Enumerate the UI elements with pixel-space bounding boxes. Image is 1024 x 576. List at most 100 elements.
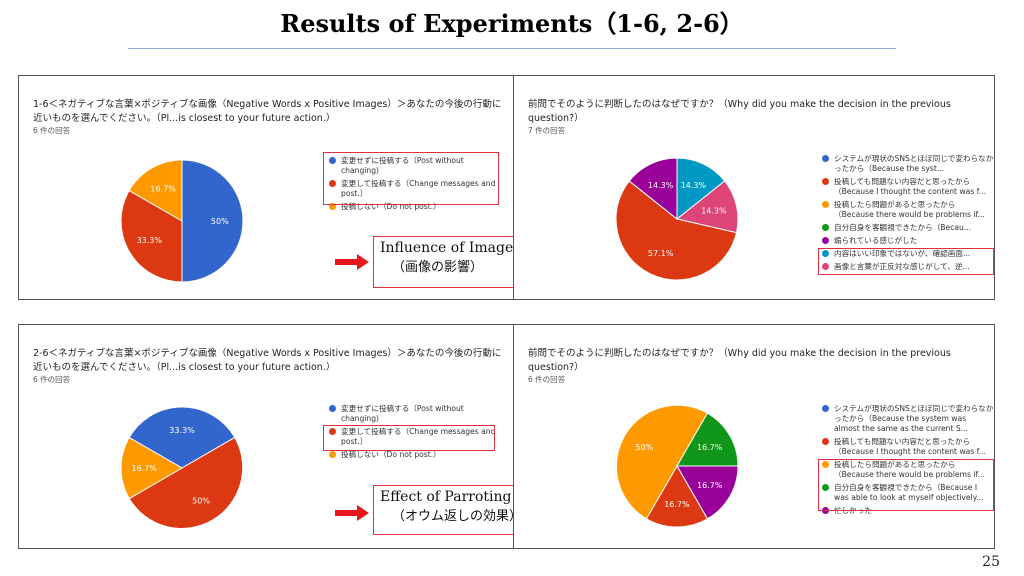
- legend-swatch: [822, 178, 829, 185]
- pie-slice: [128, 436, 244, 529]
- red-arrow-icon: [335, 505, 369, 521]
- pie-slice: [120, 436, 183, 500]
- legend-highlight-box: [323, 152, 499, 205]
- legend-item: 変更せずに投稿する（Post without changing): [329, 156, 499, 176]
- callout-subtitle: （画像の影響）: [392, 260, 484, 275]
- legend-highlight-box: [818, 459, 994, 511]
- legend-label: 画像と言葉が正反対な感じがして、逆...: [834, 262, 970, 271]
- legend-label: 投稿しない（Do not post.）: [341, 450, 441, 459]
- pie-chart: 16.7% 16.7% 50% 16.7%: [615, 404, 739, 528]
- response-count: 6 件の回答: [528, 375, 566, 384]
- legend-label: 投稿したら問題があると思ったから（Because there would be …: [834, 460, 985, 479]
- chart-legend: システムが現状のSNSとほぼ同じで変わらなかったから（Because the s…: [822, 404, 994, 519]
- pie-slice: [615, 180, 738, 281]
- pie-chart: 50% 33.3% 16.7%: [120, 159, 244, 283]
- callout-subtitle: （オウム返しの効果）: [392, 509, 523, 524]
- legend-label: 投稿しても問題ない内容だと思ったから（Because I thought the…: [834, 177, 987, 196]
- legend-swatch: [822, 263, 829, 270]
- legend-highlight-box: [323, 425, 495, 451]
- legend-label: 自分自身を客観視できたから（Because I was able to look…: [834, 483, 984, 502]
- legend-item: 投稿しない（Do not post.）: [329, 202, 499, 212]
- slice-label: 14.3%: [648, 181, 674, 190]
- legend-item: システムが現状のSNSとほぼ同じで変わらなかったから（Because the s…: [822, 404, 994, 434]
- legend-item: 自分自身を客観視できたから（Because I was able to look…: [822, 483, 994, 503]
- pie-slice: [628, 157, 678, 221]
- legend-item: 投稿しても問題ない内容だと思ったから（Because I thought the…: [822, 437, 994, 457]
- legend-item: 変更して投稿する（Change messages and post.）: [329, 427, 499, 447]
- legend-swatch: [329, 203, 336, 210]
- legend-label: 投稿しない（Do not post.）: [341, 202, 441, 211]
- slide-title: Results of Experiments（1-6, 2-6）: [280, 9, 744, 38]
- slice-label: 33.3%: [169, 426, 195, 435]
- slice-label: 16.7%: [131, 464, 157, 473]
- legend-highlight-box: [818, 248, 994, 275]
- legend-label: 変更して投稿する（Change messages and post.）: [341, 427, 496, 446]
- callout-title: Effect of Parroting: [380, 489, 512, 505]
- legend-item: 投稿したら問題があると思ったから（Because there would be …: [822, 460, 994, 480]
- callout-title: Influence of Images: [380, 240, 521, 256]
- legend-swatch: [822, 224, 829, 231]
- legend-swatch: [822, 201, 829, 208]
- chart-panel-1-6-action: 1-6＜ネガティブな言葉×ポジティブな画像（Negative Words x P…: [18, 75, 545, 300]
- legend-swatch: [822, 250, 829, 257]
- red-arrow-icon: [335, 254, 369, 270]
- legend-swatch: [329, 451, 336, 458]
- slice-label: 50%: [211, 217, 229, 226]
- pie-slice: [645, 465, 709, 528]
- pie-slice: [128, 159, 183, 222]
- chart-legend: システムが現状のSNSとほぼ同じで変わらなかったから（Because the s…: [822, 154, 994, 275]
- page-number: 25: [982, 554, 1000, 570]
- legend-item: 投稿したら問題があると思ったから（Because there would be …: [822, 200, 994, 220]
- pie-chart: 33.3% 50% 16.7%: [120, 406, 244, 529]
- slice-label: 16.7%: [664, 500, 690, 509]
- legend-item: 画像と言葉が正反対な感じがして、逆...: [822, 262, 994, 272]
- legend-item: 変更せずに投稿する（Post without changing): [329, 404, 499, 424]
- legend-swatch: [822, 237, 829, 244]
- legend-label: 変更せずに投稿する（Post without changing): [341, 156, 464, 175]
- pie-slice: [676, 465, 739, 520]
- legend-label: 煽られている感じがした: [834, 236, 918, 245]
- chart-panel-2-6-action: 2-6＜ネガティブな言葉×ポジティブな画像（Negative Words x P…: [18, 324, 587, 549]
- response-count: 6 件の回答: [33, 126, 71, 135]
- pie-slice: [181, 159, 244, 283]
- slice-label: 16.7%: [697, 443, 723, 452]
- legend-item: 内容はいい印象ではないが、確認画面...: [822, 249, 994, 259]
- legend-label: 投稿しても問題ない内容だと思ったから（Because I thought the…: [834, 437, 987, 456]
- pie-slice: [128, 406, 236, 469]
- legend-item: 投稿しても問題ない内容だと思ったから（Because I thought the…: [822, 177, 994, 197]
- slice-label: 50%: [192, 497, 210, 506]
- pie-slice: [120, 189, 183, 283]
- title-divider: [128, 48, 896, 49]
- legend-swatch: [329, 180, 336, 187]
- legend-swatch: [822, 438, 829, 445]
- legend-label: 内容はいい印象ではないが、確認画面...: [834, 249, 971, 258]
- pie-slice: [675, 180, 739, 234]
- pie-slice: [676, 157, 726, 221]
- slice-label: 14.3%: [701, 207, 727, 216]
- legend-swatch: [822, 405, 829, 412]
- legend-item: システムが現状のSNSとほぼ同じで変わらなかったから（Because the s…: [822, 154, 994, 174]
- slice-label: 16.7%: [697, 481, 723, 490]
- slice-label: 33.3%: [137, 236, 163, 245]
- legend-swatch: [822, 484, 829, 491]
- question-text: 前問でそのように判断したのはなぜですか？（Why did you make th…: [528, 99, 951, 124]
- legend-swatch: [329, 405, 336, 412]
- response-count: 6 件の回答: [33, 375, 71, 384]
- chart-panel-2-6-reason: 前問でそのように判断したのはなぜですか？（Why did you make th…: [513, 324, 995, 549]
- chart-legend: 変更せずに投稿する（Post without changing) 変更して投稿する…: [329, 156, 499, 215]
- legend-swatch: [329, 157, 336, 164]
- legend-label: システムが現状のSNSとほぼ同じで変わらなかったから（Because the s…: [834, 404, 994, 433]
- slice-label: 16.7%: [150, 184, 176, 193]
- legend-swatch: [329, 428, 336, 435]
- legend-item: 自分自身を客観視できたから（Becau...: [822, 223, 994, 233]
- legend-item: 変更して投稿する（Change messages and post.）: [329, 179, 499, 199]
- legend-label: システムが現状のSNSとほぼ同じで変わらなかったから（Because the s…: [834, 154, 994, 173]
- legend-swatch: [822, 155, 829, 162]
- slice-label: 14.3%: [681, 181, 707, 190]
- chart-panel-1-6-reason: 前問でそのように判断したのはなぜですか？（Why did you make th…: [513, 75, 995, 300]
- legend-label: 変更せずに投稿する（Post without changing): [341, 404, 464, 423]
- legend-label: 自分自身を客観視できたから（Becau...: [834, 223, 972, 232]
- legend-label: 変更して投稿する（Change messages and post.）: [341, 179, 496, 198]
- slice-label: 57.1%: [648, 249, 674, 258]
- question-text: 前問でそのように判断したのはなぜですか？（Why did you make th…: [528, 348, 951, 373]
